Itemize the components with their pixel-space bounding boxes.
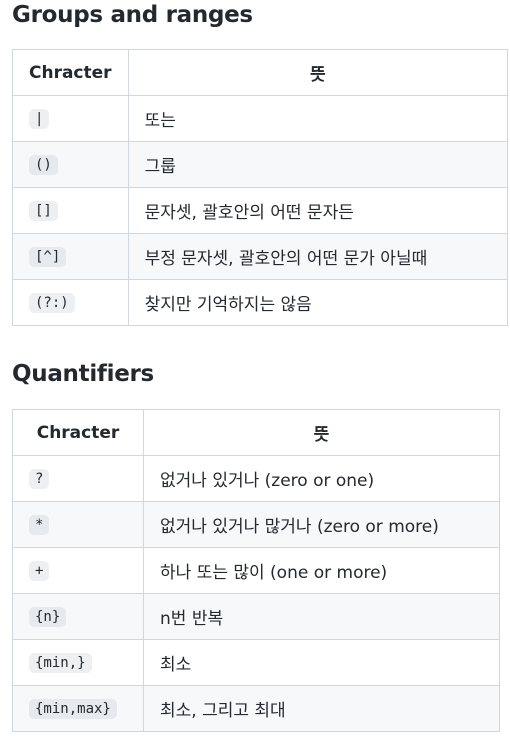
character-cell: *	[12, 501, 144, 548]
table-row: [^] 부정 문자셋, 괄호안의 어떤 문가 아닐때	[12, 233, 509, 280]
character-column-header: Chracter	[12, 409, 144, 456]
character-code: []	[29, 201, 58, 221]
table-row: ? 없거나 있거나 (zero or one)	[12, 455, 500, 502]
character-cell: |	[12, 95, 129, 142]
meaning-cell: 없거나 있거나 많거나 (zero or more)	[143, 501, 500, 548]
table-row: {min,} 최소	[12, 639, 500, 686]
table-row: (?:) 찾지만 기억하지는 않음	[12, 279, 509, 326]
character-cell: ()	[12, 141, 129, 188]
meaning-cell: 또는	[127, 95, 509, 142]
character-cell: (?:)	[12, 279, 129, 326]
character-cell: [^]	[12, 233, 129, 280]
character-code: {n}	[29, 607, 67, 627]
meaning-cell: 최소, 그리고 최대	[143, 685, 500, 732]
character-code: ()	[29, 155, 58, 175]
character-cell: []	[12, 187, 129, 234]
meaning-cell: 찾지만 기억하지는 않음	[127, 279, 509, 326]
character-code: *	[29, 515, 50, 535]
table-row: + 하나 또는 많이 (one or more)	[12, 547, 500, 594]
table-header-row: Chracter 뜻	[12, 409, 500, 456]
character-code: +	[29, 561, 50, 581]
meaning-column-header: 뜻	[143, 409, 500, 456]
meaning-cell: n번 반복	[143, 593, 500, 640]
character-cell: +	[12, 547, 144, 594]
groups-table: Chracter 뜻 | 또는 () 그룹 [] 문자셋, 괄호안의 어떤 문자…	[12, 49, 509, 326]
table-row: {min,max} 최소, 그리고 최대	[12, 685, 500, 732]
quantifiers-heading: Quantifiers	[12, 361, 154, 387]
meaning-column-header: 뜻	[127, 49, 509, 96]
character-column-header: Chracter	[12, 49, 129, 96]
character-cell: {n}	[12, 593, 144, 640]
table-row: {n} n번 반복	[12, 593, 500, 640]
meaning-cell: 부정 문자셋, 괄호안의 어떤 문가 아닐때	[127, 233, 509, 280]
character-code: {min,max}	[29, 699, 117, 719]
character-code: {min,}	[29, 653, 92, 673]
character-code: |	[29, 109, 50, 129]
meaning-cell: 그룹	[127, 141, 509, 188]
character-cell: ?	[12, 455, 144, 502]
character-cell: {min,max}	[12, 685, 144, 732]
quantifiers-table: Chracter 뜻 ? 없거나 있거나 (zero or one) * 없거나…	[12, 409, 500, 732]
table-row: | 또는	[12, 95, 509, 142]
character-code: [^]	[29, 247, 67, 267]
meaning-cell: 없거나 있거나 (zero or one)	[143, 455, 500, 502]
table-row: [] 문자셋, 괄호안의 어떤 문자든	[12, 187, 509, 234]
table-header-row: Chracter 뜻	[12, 49, 509, 96]
character-code: ?	[29, 469, 50, 489]
table-row: () 그룹	[12, 141, 509, 188]
meaning-cell: 최소	[143, 639, 500, 686]
meaning-cell: 문자셋, 괄호안의 어떤 문자든	[127, 187, 509, 234]
table-row: * 없거나 있거나 많거나 (zero or more)	[12, 501, 500, 548]
groups-heading: Groups and ranges	[12, 2, 253, 28]
character-cell: {min,}	[12, 639, 144, 686]
character-code: (?:)	[29, 293, 75, 313]
meaning-cell: 하나 또는 많이 (one or more)	[143, 547, 500, 594]
